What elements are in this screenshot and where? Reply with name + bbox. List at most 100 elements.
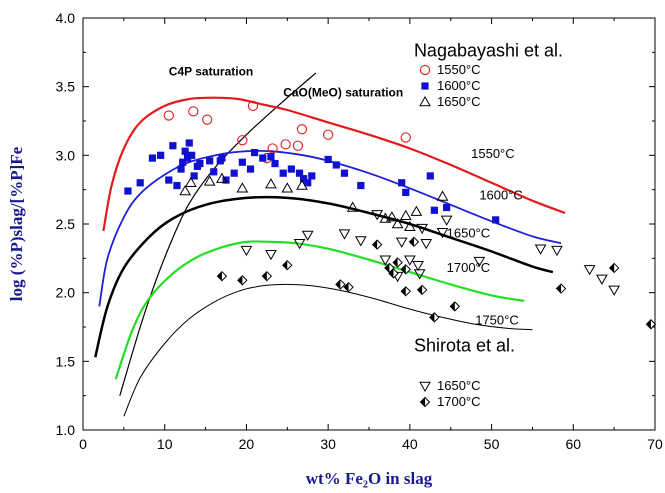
- y-tick-label: 3.5: [56, 79, 76, 95]
- annotation-l1650: 1650°C: [447, 226, 491, 241]
- n1650-point: [265, 178, 277, 189]
- n1600-point: [136, 179, 144, 187]
- s1650-point: [395, 237, 408, 248]
- n1650-point: [216, 172, 228, 183]
- y-tick-label: 2.5: [56, 216, 76, 232]
- x-tick-label: 10: [157, 436, 173, 452]
- s1650-point: [473, 256, 486, 268]
- n1550-point: [292, 140, 304, 151]
- n1600-point: [246, 165, 255, 173]
- n1550-point: [202, 114, 213, 125]
- s1700-point: [449, 301, 461, 312]
- s1700-point: [343, 281, 354, 293]
- s1650-point: [596, 274, 608, 285]
- curve-1700-line: [114, 240, 525, 380]
- plot-frame: [82, 17, 656, 431]
- n1600-point: [169, 142, 177, 150]
- n1600-point: [124, 187, 132, 195]
- marker-layer: [124, 100, 657, 330]
- s1650-point: [293, 238, 306, 250]
- s1650-point: [436, 227, 449, 239]
- y-tick-label: 4.0: [56, 10, 76, 26]
- s1650-point: [379, 255, 392, 266]
- n1600-point: [324, 155, 332, 164]
- y-tick-label: 2.0: [56, 285, 76, 301]
- n1600-point: [206, 157, 214, 165]
- legend-marker-n1650: [419, 95, 431, 107]
- annotation-l1550: 1550°C: [471, 146, 515, 161]
- n1600-point: [308, 172, 316, 180]
- s1650-point: [338, 229, 351, 240]
- s1650-point: [301, 230, 314, 241]
- s1650-point: [534, 244, 547, 255]
- n1650-point: [386, 211, 398, 222]
- s1650-point: [265, 249, 277, 261]
- curve-1650-line: [94, 195, 554, 358]
- n1600-point: [426, 172, 434, 180]
- s1700-point: [335, 279, 346, 290]
- n1650-point: [346, 201, 359, 212]
- n1550-point: [188, 106, 199, 117]
- n1600-point: [157, 151, 165, 159]
- n1600-point: [177, 165, 185, 173]
- n1550-point: [237, 135, 248, 146]
- n1600-point: [183, 154, 192, 162]
- s1650-point: [354, 236, 367, 247]
- n1650-point: [203, 175, 216, 186]
- n1650-point: [410, 205, 423, 216]
- x-tick-label: 0: [79, 436, 87, 452]
- n1600-point: [492, 216, 500, 224]
- curve-1550-line: [102, 96, 566, 232]
- s1700-point: [555, 283, 567, 294]
- s1650-point: [583, 265, 596, 276]
- curve-1750-line: [123, 283, 533, 417]
- legend-label-s1700: 1700°C: [437, 394, 481, 409]
- s1700-point: [608, 262, 620, 274]
- s1650-point: [413, 269, 426, 280]
- s1650-point: [416, 223, 428, 235]
- legend-marker-s1700: [419, 396, 431, 408]
- n1600-point: [238, 158, 246, 166]
- n1550-point: [400, 132, 411, 143]
- legend-marker-n1550: [419, 64, 431, 76]
- annotation-l1700: 1700°C: [447, 260, 491, 275]
- n1650-point: [236, 182, 249, 193]
- n1650-point: [399, 209, 412, 221]
- s1700-point: [261, 270, 273, 282]
- n1650-point: [179, 185, 192, 196]
- n1600-point: [218, 154, 226, 162]
- s1650-point: [551, 245, 563, 257]
- n1600-point: [181, 147, 189, 155]
- n1600-point: [173, 181, 181, 190]
- n1550-point: [322, 129, 334, 140]
- annotation-c4p: C4P saturation: [169, 65, 253, 79]
- x-axis-title: wt% Fe₂O in slag: [306, 469, 433, 488]
- n1550-point: [296, 124, 308, 135]
- s1700-point: [282, 259, 293, 271]
- n1600-point: [259, 154, 267, 162]
- n1650-point: [391, 217, 404, 229]
- n1600-point: [300, 175, 308, 183]
- n1550-point: [267, 143, 278, 154]
- n1600-point: [295, 169, 304, 177]
- n1600-point: [402, 188, 410, 197]
- n1600-point: [332, 161, 340, 169]
- n1550-point: [280, 139, 291, 150]
- n1600-point: [443, 203, 451, 212]
- n1650-point: [403, 220, 416, 231]
- n1550-point: [163, 110, 174, 121]
- n1600-point: [251, 148, 259, 157]
- n1650-point: [281, 182, 294, 193]
- s1700-point: [392, 257, 403, 268]
- n1600-point: [165, 176, 173, 184]
- x-tick-label: 60: [565, 436, 581, 452]
- n1600-point: [271, 159, 279, 168]
- x-tick-label: 40: [402, 436, 418, 452]
- n1650-point: [185, 176, 197, 188]
- n1600-point: [196, 159, 204, 168]
- n1600-point: [279, 169, 287, 177]
- s1700-point: [371, 239, 383, 250]
- n1600-point: [179, 158, 187, 166]
